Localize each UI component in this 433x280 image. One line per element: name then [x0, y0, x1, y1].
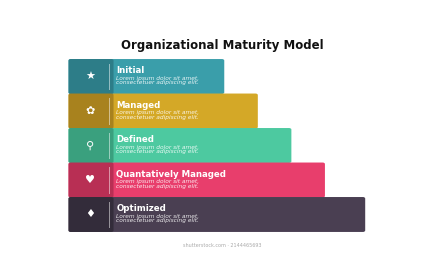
Text: Organizational Maturity Model: Organizational Maturity Model	[121, 39, 323, 52]
FancyBboxPatch shape	[68, 128, 113, 163]
Text: Defined: Defined	[116, 136, 154, 144]
FancyBboxPatch shape	[68, 162, 325, 197]
Text: Lorem ipsum dolor sit amet,: Lorem ipsum dolor sit amet,	[116, 76, 199, 81]
Text: Lorem ipsum dolor sit amet,: Lorem ipsum dolor sit amet,	[116, 179, 199, 184]
FancyBboxPatch shape	[68, 197, 365, 232]
Text: Initial: Initial	[116, 66, 145, 75]
Text: Lorem ipsum dolor sit amet,: Lorem ipsum dolor sit amet,	[116, 110, 199, 115]
Text: Quantatively Managed: Quantatively Managed	[116, 170, 226, 179]
Text: ♥: ♥	[85, 175, 95, 185]
FancyBboxPatch shape	[68, 94, 258, 129]
FancyBboxPatch shape	[68, 59, 224, 94]
Text: consectetuer adipiscing elit.: consectetuer adipiscing elit.	[116, 115, 199, 120]
Text: consectetuer adipiscing elit.: consectetuer adipiscing elit.	[116, 218, 199, 223]
Text: shutterstock.com · 2144465693: shutterstock.com · 2144465693	[183, 243, 261, 248]
Text: ✿: ✿	[85, 106, 95, 116]
Text: consectetuer adipiscing elit.: consectetuer adipiscing elit.	[116, 150, 199, 155]
FancyBboxPatch shape	[68, 94, 113, 129]
FancyBboxPatch shape	[68, 162, 113, 197]
FancyBboxPatch shape	[68, 59, 113, 94]
Text: Optimized: Optimized	[116, 204, 166, 213]
Text: consectetuer adipiscing elit.: consectetuer adipiscing elit.	[116, 184, 199, 189]
Text: Managed: Managed	[116, 101, 161, 110]
FancyBboxPatch shape	[68, 128, 291, 163]
FancyBboxPatch shape	[68, 197, 113, 232]
Text: ♦: ♦	[85, 209, 95, 220]
Text: Lorem ipsum dolor sit amet,: Lorem ipsum dolor sit amet,	[116, 145, 199, 150]
Text: Lorem ipsum dolor sit amet,: Lorem ipsum dolor sit amet,	[116, 214, 199, 219]
Text: ⚲: ⚲	[86, 141, 94, 150]
Text: consectetuer adipiscing elit.: consectetuer adipiscing elit.	[116, 80, 199, 85]
Text: ★: ★	[85, 71, 95, 81]
